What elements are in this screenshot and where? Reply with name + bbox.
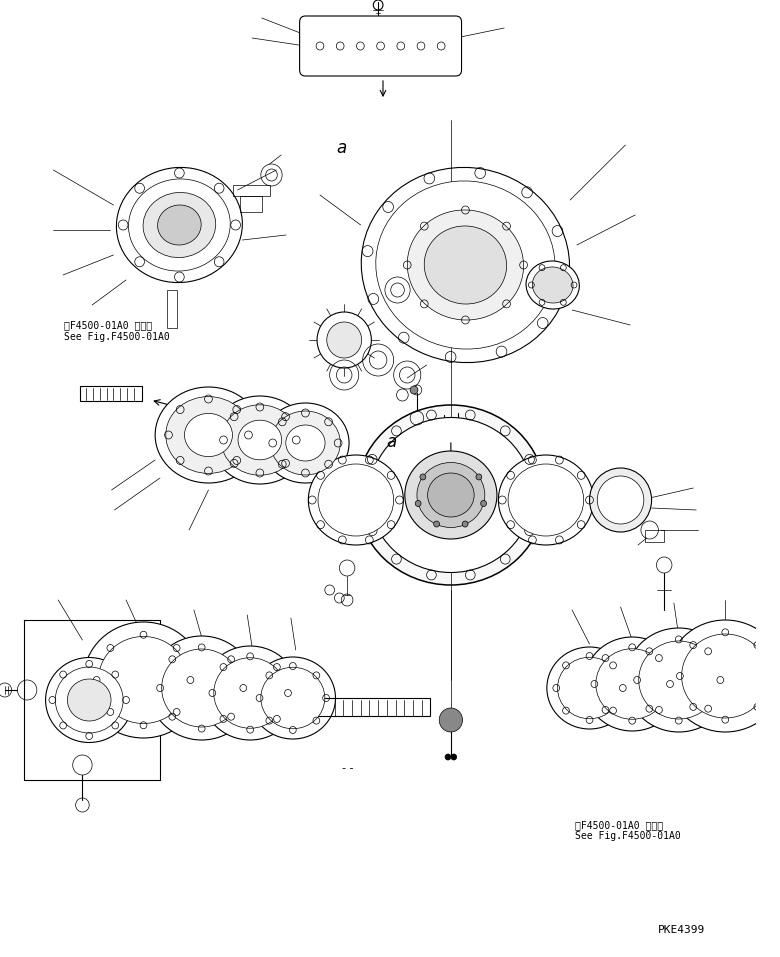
Circle shape xyxy=(445,754,451,760)
Ellipse shape xyxy=(370,417,532,572)
Ellipse shape xyxy=(143,192,216,257)
Ellipse shape xyxy=(155,387,262,483)
Ellipse shape xyxy=(532,267,573,303)
Text: PKE4399: PKE4399 xyxy=(658,925,705,935)
Circle shape xyxy=(439,708,463,732)
Ellipse shape xyxy=(261,667,324,728)
Circle shape xyxy=(463,521,468,527)
Ellipse shape xyxy=(757,646,780,698)
Circle shape xyxy=(451,754,456,760)
Bar xyxy=(645,530,665,542)
Ellipse shape xyxy=(285,425,325,461)
Text: - -: - - xyxy=(342,763,353,772)
Ellipse shape xyxy=(356,405,545,585)
Ellipse shape xyxy=(250,657,335,739)
Bar xyxy=(240,196,262,212)
Ellipse shape xyxy=(424,226,506,304)
Ellipse shape xyxy=(238,420,282,459)
Ellipse shape xyxy=(626,628,732,732)
Ellipse shape xyxy=(202,646,299,740)
Ellipse shape xyxy=(682,634,769,718)
Ellipse shape xyxy=(67,679,111,721)
Ellipse shape xyxy=(158,205,201,245)
Circle shape xyxy=(410,386,418,394)
Ellipse shape xyxy=(583,637,681,731)
Ellipse shape xyxy=(508,464,583,536)
Bar xyxy=(167,290,177,328)
Circle shape xyxy=(480,501,487,506)
Ellipse shape xyxy=(667,620,780,732)
Text: a: a xyxy=(337,140,347,157)
Ellipse shape xyxy=(129,179,230,271)
Ellipse shape xyxy=(83,622,204,738)
Ellipse shape xyxy=(407,210,523,320)
Circle shape xyxy=(415,501,421,506)
Circle shape xyxy=(597,476,644,524)
Ellipse shape xyxy=(405,451,497,539)
Text: 第F4500-01A0 図参照: 第F4500-01A0 図参照 xyxy=(64,321,152,330)
FancyBboxPatch shape xyxy=(300,16,462,76)
Ellipse shape xyxy=(262,403,349,483)
Ellipse shape xyxy=(271,411,340,475)
Circle shape xyxy=(327,322,362,358)
Ellipse shape xyxy=(639,641,718,719)
Ellipse shape xyxy=(98,636,189,723)
Ellipse shape xyxy=(427,473,474,517)
Ellipse shape xyxy=(211,396,308,484)
Ellipse shape xyxy=(221,405,299,476)
Ellipse shape xyxy=(116,167,243,282)
Ellipse shape xyxy=(148,636,255,740)
Ellipse shape xyxy=(417,462,485,527)
Ellipse shape xyxy=(361,167,569,363)
Ellipse shape xyxy=(596,649,668,720)
Ellipse shape xyxy=(376,181,555,349)
Ellipse shape xyxy=(214,657,286,728)
Text: 第F4500-01A0 図参照: 第F4500-01A0 図参照 xyxy=(575,820,663,830)
Ellipse shape xyxy=(547,647,632,729)
Ellipse shape xyxy=(184,413,232,456)
Text: See Fig.F4500-01A0: See Fig.F4500-01A0 xyxy=(64,332,170,342)
Bar xyxy=(306,698,430,716)
Ellipse shape xyxy=(318,464,394,536)
Ellipse shape xyxy=(55,667,123,733)
Bar xyxy=(80,386,141,401)
Ellipse shape xyxy=(750,638,780,706)
Circle shape xyxy=(317,312,371,368)
Text: See Fig.F4500-01A0: See Fig.F4500-01A0 xyxy=(575,832,680,841)
Ellipse shape xyxy=(526,261,580,309)
Text: a: a xyxy=(387,434,397,451)
Ellipse shape xyxy=(161,649,242,727)
Circle shape xyxy=(476,474,482,479)
Circle shape xyxy=(434,521,439,527)
Ellipse shape xyxy=(166,396,251,474)
Circle shape xyxy=(590,468,651,532)
Ellipse shape xyxy=(45,657,133,743)
Bar xyxy=(232,185,270,196)
Ellipse shape xyxy=(558,657,622,719)
Circle shape xyxy=(420,474,426,479)
Ellipse shape xyxy=(308,455,403,545)
Ellipse shape xyxy=(498,455,594,545)
